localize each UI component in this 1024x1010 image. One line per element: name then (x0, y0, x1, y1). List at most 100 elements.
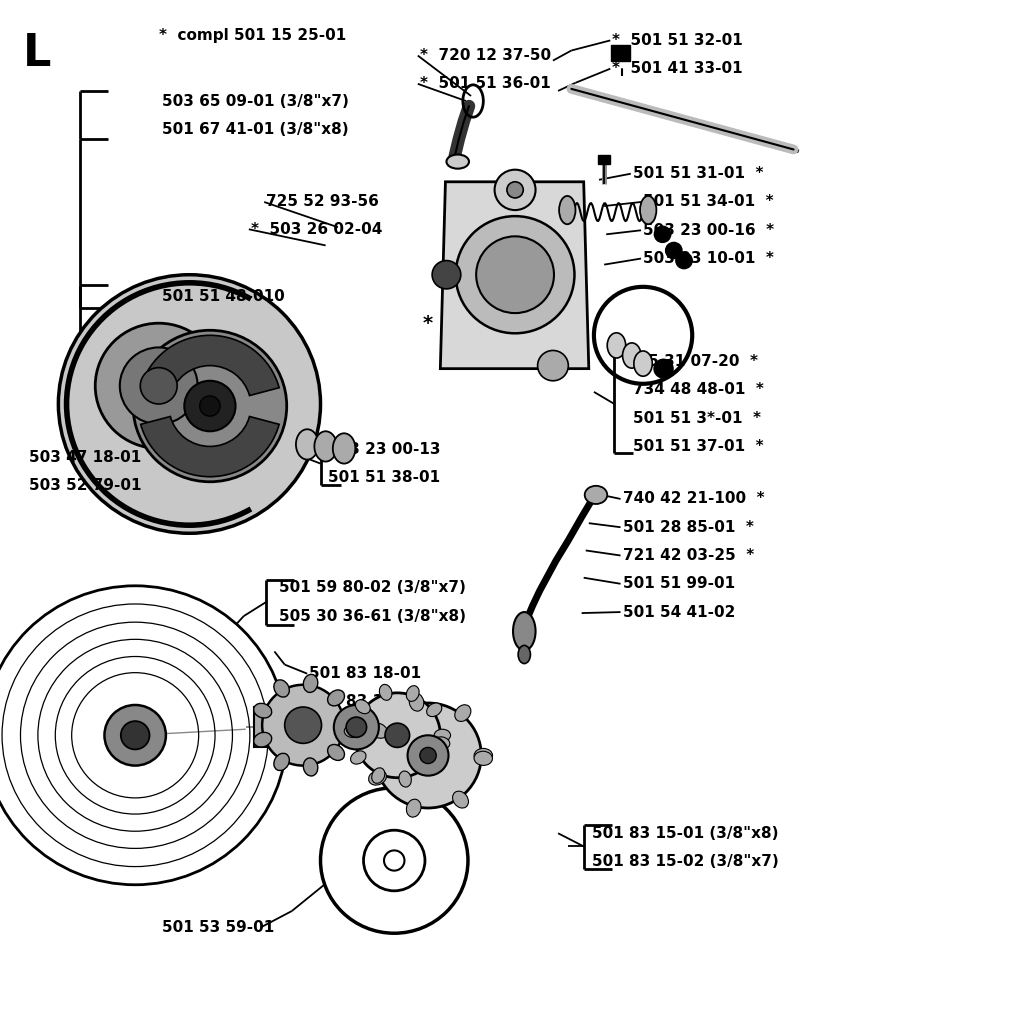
Circle shape (200, 396, 220, 416)
Text: 501 28 85-01  *: 501 28 85-01 * (623, 520, 754, 534)
Text: 501 59 80-02 (3/8"x7): 501 59 80-02 (3/8"x7) (279, 581, 465, 595)
Ellipse shape (273, 753, 290, 771)
Text: *  501 41 33-01: * 501 41 33-01 (612, 62, 743, 76)
Text: 501 51 3*-01  *: 501 51 3*-01 * (633, 411, 761, 425)
Circle shape (354, 693, 440, 778)
Circle shape (375, 703, 481, 808)
Text: 503 47 18-01: 503 47 18-01 (29, 450, 141, 465)
Text: 501 83 17-01: 501 83 17-01 (309, 695, 421, 709)
Text: L: L (23, 32, 51, 76)
Ellipse shape (369, 771, 386, 785)
Ellipse shape (314, 431, 337, 462)
Text: 501 51 37-01  *: 501 51 37-01 * (633, 439, 764, 453)
Circle shape (321, 788, 468, 933)
Ellipse shape (303, 675, 317, 693)
Ellipse shape (640, 196, 656, 224)
Wedge shape (140, 416, 280, 477)
Text: 503 65 09-01 (3/8"x7): 503 65 09-01 (3/8"x7) (162, 94, 348, 108)
Circle shape (676, 252, 692, 269)
Text: *  compl 501 15 25-01: * compl 501 15 25-01 (159, 28, 346, 42)
Circle shape (120, 347, 198, 424)
Circle shape (0, 586, 287, 885)
Ellipse shape (303, 758, 317, 776)
Ellipse shape (455, 705, 471, 721)
Text: *  501 51 36-01: * 501 51 36-01 (420, 77, 551, 91)
Text: *  720 12 37-50: * 720 12 37-50 (420, 48, 551, 63)
Ellipse shape (328, 690, 344, 706)
Circle shape (384, 850, 404, 871)
Text: 503 23 10-01  *: 503 23 10-01 * (643, 251, 774, 266)
Text: 735 31 07-20  *: 735 31 07-20 * (627, 355, 758, 369)
Circle shape (121, 721, 150, 749)
Ellipse shape (337, 718, 355, 732)
Ellipse shape (427, 703, 441, 716)
Text: 501 67 41-01 (3/8"x8): 501 67 41-01 (3/8"x8) (162, 122, 348, 136)
Ellipse shape (379, 685, 392, 700)
Circle shape (432, 261, 461, 289)
Circle shape (456, 216, 574, 333)
Text: 503 23 00-13: 503 23 00-13 (328, 442, 440, 457)
Text: 501 51 99-01: 501 51 99-01 (623, 577, 734, 591)
Ellipse shape (623, 343, 641, 368)
Circle shape (262, 685, 344, 766)
Text: 721 42 03-25  *: 721 42 03-25 * (623, 548, 754, 563)
Text: 501 53 59-01: 501 53 59-01 (162, 920, 274, 934)
Text: 501 54 41-02: 501 54 41-02 (623, 605, 735, 619)
Ellipse shape (474, 748, 493, 763)
Circle shape (285, 707, 322, 743)
Ellipse shape (410, 693, 424, 711)
Text: 740 42 21-100  *: 740 42 21-100 * (623, 492, 764, 506)
Polygon shape (254, 707, 276, 747)
Text: 725 52 93-56: 725 52 93-56 (266, 195, 379, 209)
Ellipse shape (433, 737, 450, 749)
Ellipse shape (513, 612, 536, 650)
Text: 505 30 36-61 (3/8"x8): 505 30 36-61 (3/8"x8) (279, 609, 466, 623)
Circle shape (408, 735, 449, 776)
Ellipse shape (296, 429, 318, 460)
Ellipse shape (273, 680, 290, 697)
Circle shape (364, 830, 425, 891)
Ellipse shape (407, 686, 419, 701)
Text: 501 51 31-01  *: 501 51 31-01 * (633, 167, 763, 181)
Ellipse shape (254, 703, 271, 718)
Bar (611, 45, 630, 61)
Circle shape (58, 275, 321, 533)
Ellipse shape (350, 750, 366, 765)
Text: 501 51 38-01: 501 51 38-01 (328, 471, 439, 485)
Circle shape (104, 705, 166, 766)
Circle shape (538, 350, 568, 381)
Ellipse shape (559, 196, 575, 224)
Ellipse shape (333, 433, 355, 464)
Text: 501 51 48-010: 501 51 48-010 (162, 290, 285, 304)
Text: 501 83 15-01 (3/8"x8): 501 83 15-01 (3/8"x8) (592, 826, 778, 840)
Ellipse shape (453, 791, 468, 808)
Circle shape (507, 182, 523, 198)
Text: 501 83 15-02 (3/8"x7): 501 83 15-02 (3/8"x7) (592, 854, 778, 869)
Circle shape (346, 717, 367, 737)
Circle shape (140, 368, 177, 404)
Circle shape (476, 236, 554, 313)
Circle shape (184, 381, 236, 431)
Circle shape (495, 170, 536, 210)
Text: 734 48 48-01  *: 734 48 48-01 * (633, 383, 764, 397)
Polygon shape (440, 182, 589, 369)
Ellipse shape (446, 155, 469, 169)
Wedge shape (140, 335, 280, 396)
Circle shape (385, 723, 410, 747)
Ellipse shape (370, 723, 388, 738)
Ellipse shape (474, 751, 493, 766)
Ellipse shape (372, 768, 385, 784)
Text: 503 52 79-01: 503 52 79-01 (29, 479, 141, 493)
Ellipse shape (422, 760, 436, 774)
Circle shape (420, 747, 436, 764)
Text: 503 23 00-16  *: 503 23 00-16 * (643, 223, 774, 237)
Ellipse shape (407, 799, 421, 817)
Ellipse shape (328, 744, 344, 761)
Ellipse shape (634, 350, 652, 377)
Circle shape (666, 242, 682, 259)
Circle shape (133, 330, 287, 482)
Circle shape (654, 226, 671, 242)
Ellipse shape (344, 725, 360, 737)
Ellipse shape (355, 700, 371, 714)
Text: *  501 51 32-01: * 501 51 32-01 (612, 33, 743, 47)
